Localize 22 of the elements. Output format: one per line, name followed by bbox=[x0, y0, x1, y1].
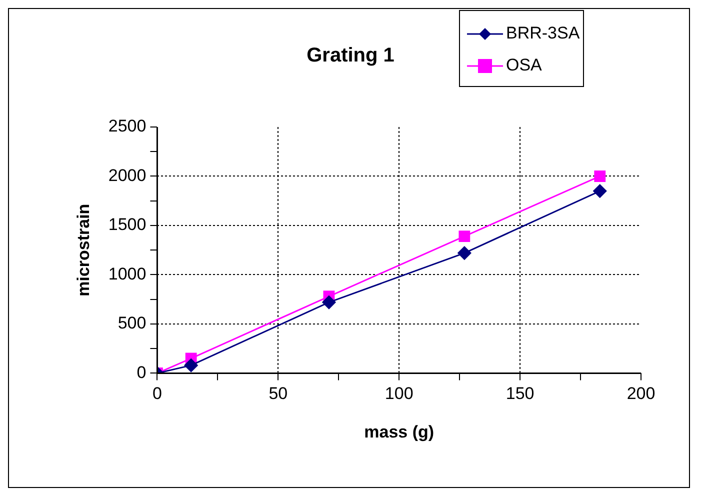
x-tick-label: 50 bbox=[268, 384, 288, 404]
y-tick-label: 1000 bbox=[108, 264, 146, 284]
point bbox=[593, 184, 607, 198]
x-axis-title: mass (g) bbox=[364, 422, 434, 442]
point bbox=[458, 246, 472, 260]
y-tick-label: 1500 bbox=[108, 215, 146, 234]
y-tick-label: 2000 bbox=[108, 166, 146, 185]
point bbox=[458, 230, 470, 242]
point bbox=[594, 170, 606, 182]
y-tick-label: 500 bbox=[118, 314, 146, 333]
chart-title: Grating 1 bbox=[306, 44, 394, 67]
legend-label: OSA bbox=[506, 56, 543, 75]
x-tick-label: 0 bbox=[152, 384, 162, 404]
y-tick-label: 0 bbox=[136, 362, 146, 382]
legend-label: BRR-3SA bbox=[506, 24, 580, 43]
point bbox=[322, 296, 336, 310]
x-tick-label: 150 bbox=[506, 384, 534, 404]
point bbox=[184, 358, 198, 372]
x-tick-label: 100 bbox=[384, 384, 414, 404]
y-axis-title: microstrain bbox=[74, 204, 93, 296]
x-tick-label: 200 bbox=[626, 384, 656, 404]
y-tick-label: 2500 bbox=[108, 116, 146, 136]
